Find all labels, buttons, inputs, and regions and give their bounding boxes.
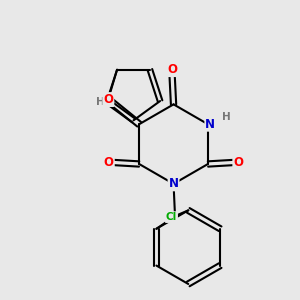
Text: O: O xyxy=(167,63,177,76)
Text: Cl: Cl xyxy=(166,212,177,222)
Text: N: N xyxy=(169,177,178,190)
Text: O: O xyxy=(103,93,113,106)
Text: H: H xyxy=(222,112,231,122)
Text: O: O xyxy=(104,156,114,169)
Text: H: H xyxy=(96,97,104,106)
Text: O: O xyxy=(233,156,243,169)
Text: N: N xyxy=(205,118,215,131)
